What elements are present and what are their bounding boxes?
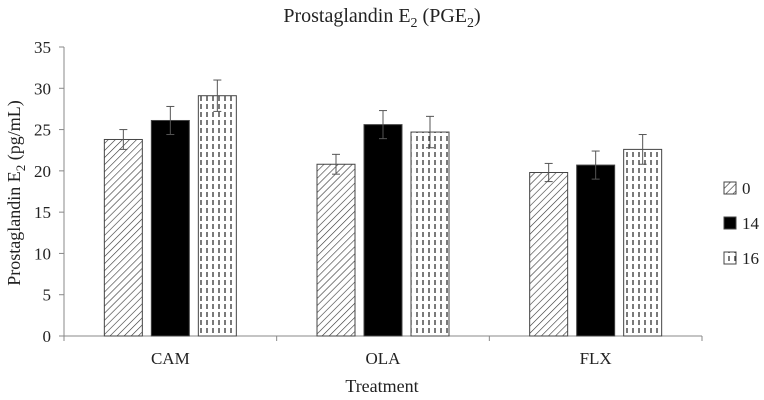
bar-cam-16 bbox=[197, 95, 237, 337]
legend-label: 0 bbox=[742, 179, 751, 198]
y-tick-label: 10 bbox=[34, 244, 51, 263]
y-tick-label: 0 bbox=[43, 327, 52, 346]
x-tick-label: FLX bbox=[580, 349, 612, 368]
y-tick-labels: 0 5 10 15 20 25 30 35 bbox=[34, 38, 51, 346]
legend: 0 14 16 bbox=[723, 179, 760, 268]
bar-cam-0 bbox=[103, 138, 143, 337]
error-bars bbox=[119, 79, 647, 183]
legend-label: 14 bbox=[742, 214, 760, 233]
bar-ola-16 bbox=[410, 131, 450, 337]
legend-swatch-0 bbox=[723, 181, 737, 195]
legend-label: 16 bbox=[742, 249, 759, 268]
y-tick-label: 35 bbox=[34, 38, 51, 57]
bar-flx-16 bbox=[623, 148, 663, 337]
x-tick-labels: CAM OLA FLX bbox=[151, 349, 612, 368]
bar-flx-0 bbox=[529, 172, 569, 337]
y-axis-label: Prostaglandin E2 (pg/mL) bbox=[4, 100, 28, 286]
x-axis-label: Treatment bbox=[345, 376, 418, 396]
bar-ola-0 bbox=[316, 163, 356, 337]
chart-title: Prostaglandin E2 (PGE2) bbox=[283, 5, 480, 31]
y-tick-label: 25 bbox=[34, 121, 51, 140]
x-tick-label: OLA bbox=[366, 349, 402, 368]
y-tick-label: 15 bbox=[34, 203, 51, 222]
bar-ola-14 bbox=[363, 124, 403, 337]
y-tick-label: 20 bbox=[34, 162, 51, 181]
legend-swatch-14 bbox=[723, 216, 737, 230]
legend-swatch-16 bbox=[723, 251, 737, 265]
bars bbox=[103, 95, 663, 337]
y-tick-label: 30 bbox=[34, 79, 51, 98]
bar-flx-14 bbox=[576, 164, 616, 337]
bar-cam-14 bbox=[150, 119, 190, 337]
x-tick-label: CAM bbox=[151, 349, 190, 368]
y-tick-label: 5 bbox=[43, 286, 52, 305]
